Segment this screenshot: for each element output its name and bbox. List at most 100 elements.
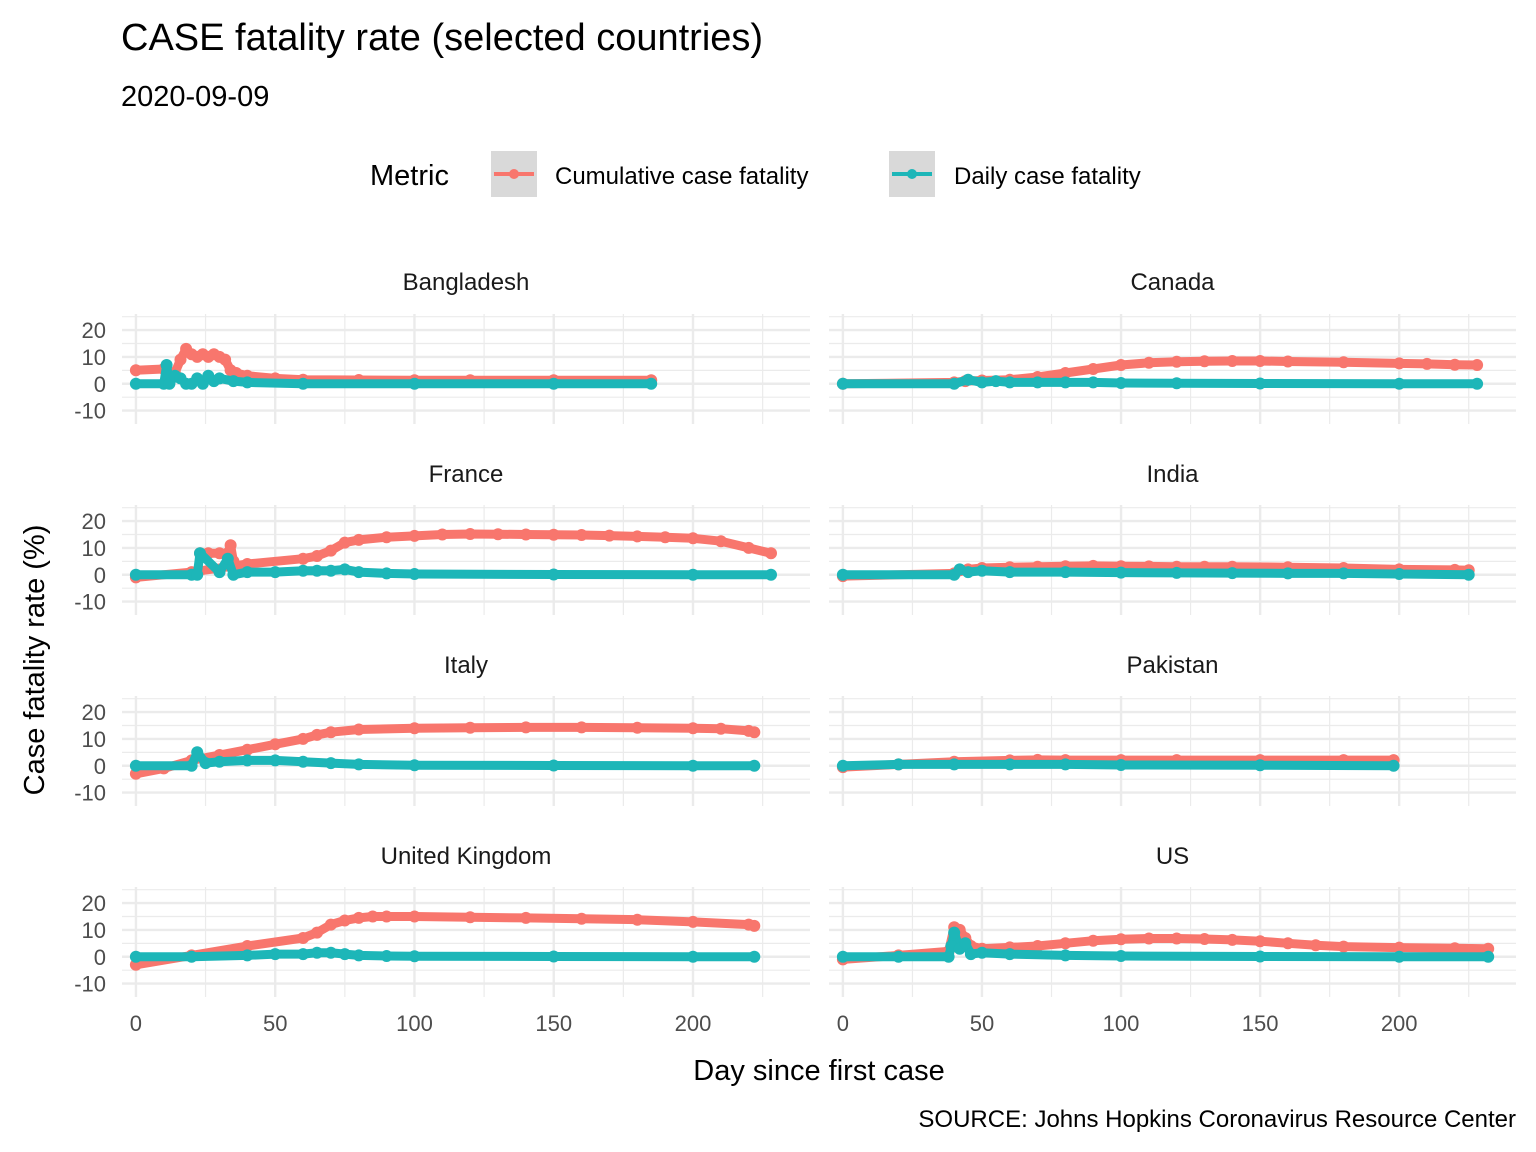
data-point-daily: [1059, 376, 1072, 389]
data-point-daily: [194, 547, 206, 560]
data-point-daily: [765, 568, 777, 581]
data-point-cumulative: [575, 721, 588, 734]
chart-subtitle: 2020-09-09: [121, 81, 269, 113]
data-point-cumulative: [1170, 355, 1183, 368]
data-point-daily: [1254, 759, 1267, 772]
data-point-daily: [1003, 566, 1016, 579]
data-point-cumulative: [1254, 355, 1267, 367]
data-point-daily: [687, 759, 699, 772]
data-point-cumulative: [297, 732, 310, 745]
panel-us: US 0 50 100 150 200: [829, 843, 1516, 1036]
data-point-daily: [297, 755, 310, 768]
data-point-cumulative: [408, 910, 421, 923]
data-point-cumulative: [1254, 935, 1267, 948]
data-point-daily: [1003, 376, 1016, 389]
data-point-daily: [380, 950, 393, 962]
data-point-daily: [976, 564, 988, 577]
data-point-cumulative: [380, 531, 393, 544]
y-axis-label: Case fatality rate (%): [19, 525, 51, 796]
data-point-cumulative: [436, 528, 449, 541]
data-point-cumulative: [631, 530, 644, 543]
data-point-cumulative: [748, 919, 761, 932]
data-point-daily: [129, 568, 142, 581]
y-tick-label: 0: [94, 754, 106, 779]
facet-strip-label: United Kingdom: [381, 843, 552, 870]
data-point-cumulative: [1142, 932, 1155, 945]
data-point-cumulative: [297, 552, 310, 565]
data-point-daily: [1471, 377, 1484, 390]
x-tick-label: 0: [837, 1011, 849, 1036]
data-point-cumulative: [1393, 357, 1406, 370]
data-point-cumulative: [1198, 933, 1211, 945]
facet-panels: Bangladesh-1001020CanadaFrance-1001020In…: [74, 269, 1516, 1036]
data-point-daily: [269, 754, 282, 767]
data-point-cumulative: [492, 528, 504, 541]
data-point-daily: [1059, 758, 1072, 771]
data-point-cumulative: [575, 529, 588, 541]
data-point-daily: [1115, 377, 1127, 389]
data-point-cumulative: [224, 539, 237, 552]
data-point-cumulative: [324, 726, 337, 739]
data-point-daily: [962, 566, 975, 579]
x-tick-label: 200: [675, 1011, 712, 1036]
legend-title: Metric: [370, 160, 449, 192]
data-point-daily: [297, 948, 310, 961]
y-tick-label: 10: [82, 345, 106, 370]
data-point-daily: [1462, 568, 1475, 581]
data-point-daily: [1115, 759, 1127, 771]
data-point-daily: [976, 376, 988, 389]
data-point-cumulative: [1142, 356, 1155, 369]
data-point-daily: [241, 754, 254, 767]
data-point-cumulative: [1471, 359, 1484, 371]
data-point-daily: [942, 950, 955, 963]
data-point-cumulative: [687, 532, 699, 545]
data-point-daily: [948, 758, 961, 771]
data-point-daily: [1393, 568, 1406, 580]
y-tick-label: 10: [82, 918, 106, 943]
data-point-cumulative: [352, 911, 365, 924]
data-point-cumulative: [366, 910, 379, 923]
legend-dot-cumulative: [509, 169, 519, 179]
data-point-daily: [1059, 566, 1072, 579]
data-point-daily: [948, 377, 961, 390]
data-point-daily: [1115, 566, 1127, 579]
data-point-cumulative: [464, 911, 477, 924]
data-point-cumulative: [519, 721, 532, 734]
data-point-daily: [836, 568, 849, 581]
data-point-cumulative: [408, 722, 421, 735]
data-point-cumulative: [1448, 942, 1461, 955]
x-tick-label: 50: [970, 1011, 994, 1036]
data-point-cumulative: [324, 544, 337, 557]
y-tick-label: 10: [82, 536, 106, 561]
facet-strip-label: US: [1156, 843, 1189, 870]
data-point-daily: [352, 949, 365, 962]
data-point-daily: [241, 566, 254, 579]
data-point-daily: [976, 946, 988, 959]
data-point-cumulative: [129, 364, 142, 377]
data-point-daily: [1281, 567, 1294, 580]
data-point-cumulative: [380, 910, 393, 923]
panel-pakistan: Pakistan: [829, 652, 1516, 806]
data-point-cumulative: [1309, 939, 1322, 952]
data-point-daily: [380, 567, 393, 580]
data-point-cumulative: [219, 353, 232, 366]
data-point-daily: [547, 759, 560, 772]
y-tick-label: 20: [82, 509, 106, 534]
facet-strip-label: Pakistan: [1126, 652, 1218, 679]
y-tick-label: -10: [74, 972, 106, 997]
data-point-cumulative: [603, 529, 616, 542]
data-point-daily: [1337, 567, 1350, 580]
x-axis-label: Day since first case: [693, 1055, 944, 1087]
series-line-daily: [838, 375, 1482, 389]
chart-title: CASE fatality rate (selected countries): [121, 17, 763, 59]
panel-india: India: [829, 461, 1516, 615]
data-point-daily: [989, 375, 1002, 388]
x-tick-label: 50: [263, 1011, 287, 1036]
chart-caption: SOURCE: Johns Hopkins Coronavirus Resour…: [918, 1106, 1516, 1133]
data-point-daily: [1170, 377, 1183, 390]
data-point-cumulative: [241, 743, 254, 756]
data-point-cumulative: [659, 531, 672, 544]
